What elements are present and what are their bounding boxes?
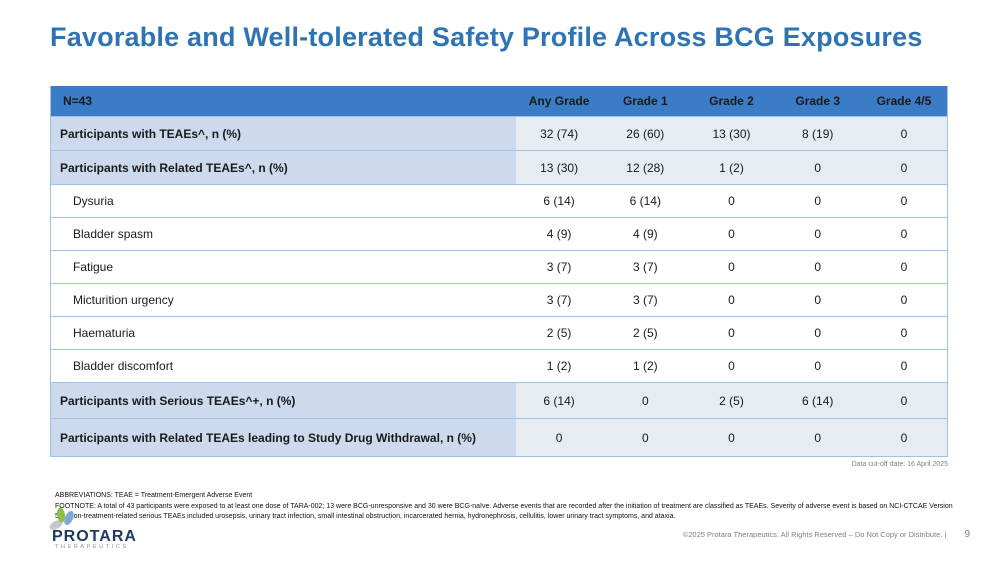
table-row: Participants with Related TEAEs leading … bbox=[51, 418, 948, 456]
row-value: 6 (14) bbox=[629, 194, 661, 208]
row-value: 0 bbox=[814, 293, 822, 307]
row-value: 0 bbox=[900, 326, 908, 340]
row-label: Dysuria bbox=[73, 194, 114, 208]
row-value: 6 (14) bbox=[516, 383, 603, 418]
row-value: 0 bbox=[900, 293, 908, 307]
abbreviations-text: ABBREVIATIONS: TEAE = Treatment-Emergent… bbox=[55, 492, 253, 499]
row-value: 0 bbox=[814, 359, 822, 373]
row-value: 0 bbox=[814, 260, 822, 274]
row-value: 0 bbox=[814, 194, 822, 208]
page-number: 9 bbox=[964, 529, 970, 540]
table-row: Participants with Related TEAEs^, n (%) … bbox=[51, 150, 948, 184]
row-label: Participants with Serious TEAEs^+, n (%) bbox=[51, 383, 516, 418]
row-value: 13 (30) bbox=[516, 151, 603, 184]
row-value: 3 (7) bbox=[632, 260, 658, 274]
row-value: 3 (7) bbox=[632, 293, 658, 307]
row-value: 0 bbox=[900, 194, 908, 208]
row-value: 0 bbox=[728, 293, 735, 307]
row-value: 0 bbox=[728, 359, 735, 373]
row-value: 0 bbox=[860, 117, 948, 150]
row-label: Participants with Related TEAEs^, n (%) bbox=[51, 151, 516, 184]
row-value: 0 bbox=[900, 359, 908, 373]
row-label: Participants with TEAEs^, n (%) bbox=[51, 117, 516, 150]
table-row: Dysuria 6 (14) 6 (14) 0 0 0 bbox=[51, 184, 947, 217]
table-header-grade-1: Grade 1 bbox=[622, 94, 668, 108]
table-row: Participants with TEAEs^, n (%) 32 (74) … bbox=[51, 116, 948, 150]
row-value: 6 (14) bbox=[774, 383, 861, 418]
table-header-grade-3: Grade 3 bbox=[795, 94, 841, 108]
row-value: 0 bbox=[688, 419, 775, 456]
footnote-text: FOOTNOTE: A total of 43 participants wer… bbox=[55, 502, 953, 521]
row-value: 0 bbox=[728, 260, 735, 274]
table-header-n: N=43 bbox=[63, 94, 93, 108]
table-header-row: N=43 Any Grade Grade 1 Grade 2 Grade 3 G… bbox=[51, 86, 947, 116]
row-value: 2 (5) bbox=[688, 383, 775, 418]
row-label: Bladder discomfort bbox=[73, 359, 174, 373]
row-value: 4 (9) bbox=[546, 227, 572, 241]
row-label: Micturition urgency bbox=[73, 293, 174, 307]
table-row: Haematuria 2 (5) 2 (5) 0 0 0 bbox=[51, 316, 947, 349]
row-value: 0 bbox=[774, 151, 861, 184]
row-value: 0 bbox=[900, 227, 908, 241]
row-value: 0 bbox=[602, 419, 689, 456]
table-row: Micturition urgency 3 (7) 3 (7) 0 0 0 bbox=[51, 283, 947, 316]
row-value: 2 (5) bbox=[632, 326, 658, 340]
protara-logo: PROTARA THERAPEUTICS bbox=[28, 505, 148, 553]
row-value: 0 bbox=[860, 151, 948, 184]
row-value: 6 (14) bbox=[543, 194, 575, 208]
row-value: 2 (5) bbox=[546, 326, 572, 340]
row-value: 0 bbox=[774, 419, 861, 456]
row-label: Haematuria bbox=[73, 326, 136, 340]
row-value: 0 bbox=[728, 326, 735, 340]
row-label: Bladder spasm bbox=[73, 227, 154, 241]
row-value: 0 bbox=[602, 383, 689, 418]
row-value: 0 bbox=[516, 419, 603, 456]
row-value: 1 (2) bbox=[546, 359, 572, 373]
row-label: Participants with Related TEAEs leading … bbox=[51, 419, 516, 456]
table-row: Fatigue 3 (7) 3 (7) 0 0 0 bbox=[51, 250, 947, 283]
row-value: 32 (74) bbox=[516, 117, 603, 150]
table-header-any-grade: Any Grade bbox=[528, 94, 590, 108]
slide-footer: ©2025 Protara Therapeutics. All Rights R… bbox=[683, 529, 970, 540]
row-label: Fatigue bbox=[73, 260, 114, 274]
row-value: 0 bbox=[814, 227, 822, 241]
table-row: Participants with Serious TEAEs^+, n (%)… bbox=[51, 382, 948, 418]
row-value: 4 (9) bbox=[632, 227, 658, 241]
row-value: 12 (28) bbox=[602, 151, 689, 184]
row-value: 0 bbox=[728, 194, 735, 208]
row-value: 0 bbox=[860, 419, 948, 456]
footnotes: ABBREVIATIONS: TEAE = Treatment-Emergent… bbox=[55, 491, 960, 523]
table-row: Bladder discomfort 1 (2) 1 (2) 0 0 0 bbox=[51, 349, 947, 382]
table-header-grade-2: Grade 2 bbox=[709, 94, 754, 108]
row-value: 0 bbox=[814, 326, 822, 340]
logo-wordmark: PROTARA bbox=[52, 528, 137, 545]
row-value: 8 (19) bbox=[774, 117, 861, 150]
copyright-text: ©2025 Protara Therapeutics. All Rights R… bbox=[682, 530, 947, 539]
slide-title: Favorable and Well-tolerated Safety Prof… bbox=[50, 22, 923, 52]
data-cutoff-note: Data cut-off date: 16 April 2025 bbox=[851, 461, 948, 468]
row-value: 0 bbox=[728, 227, 735, 241]
safety-table: N=43 Any Grade Grade 1 Grade 2 Grade 3 G… bbox=[50, 86, 948, 457]
row-value: 13 (30) bbox=[688, 117, 775, 150]
table-header-grade-4-5: Grade 4/5 bbox=[876, 94, 932, 108]
row-value: 0 bbox=[900, 260, 908, 274]
row-value: 1 (2) bbox=[632, 359, 658, 373]
row-value: 0 bbox=[860, 383, 948, 418]
row-value: 3 (7) bbox=[546, 260, 572, 274]
row-value: 3 (7) bbox=[546, 293, 572, 307]
row-value: 26 (60) bbox=[602, 117, 689, 150]
logo-subtitle: THERAPEUTICS bbox=[55, 544, 129, 550]
table-row: Bladder spasm 4 (9) 4 (9) 0 0 0 bbox=[51, 217, 947, 250]
row-value: 1 (2) bbox=[688, 151, 775, 184]
